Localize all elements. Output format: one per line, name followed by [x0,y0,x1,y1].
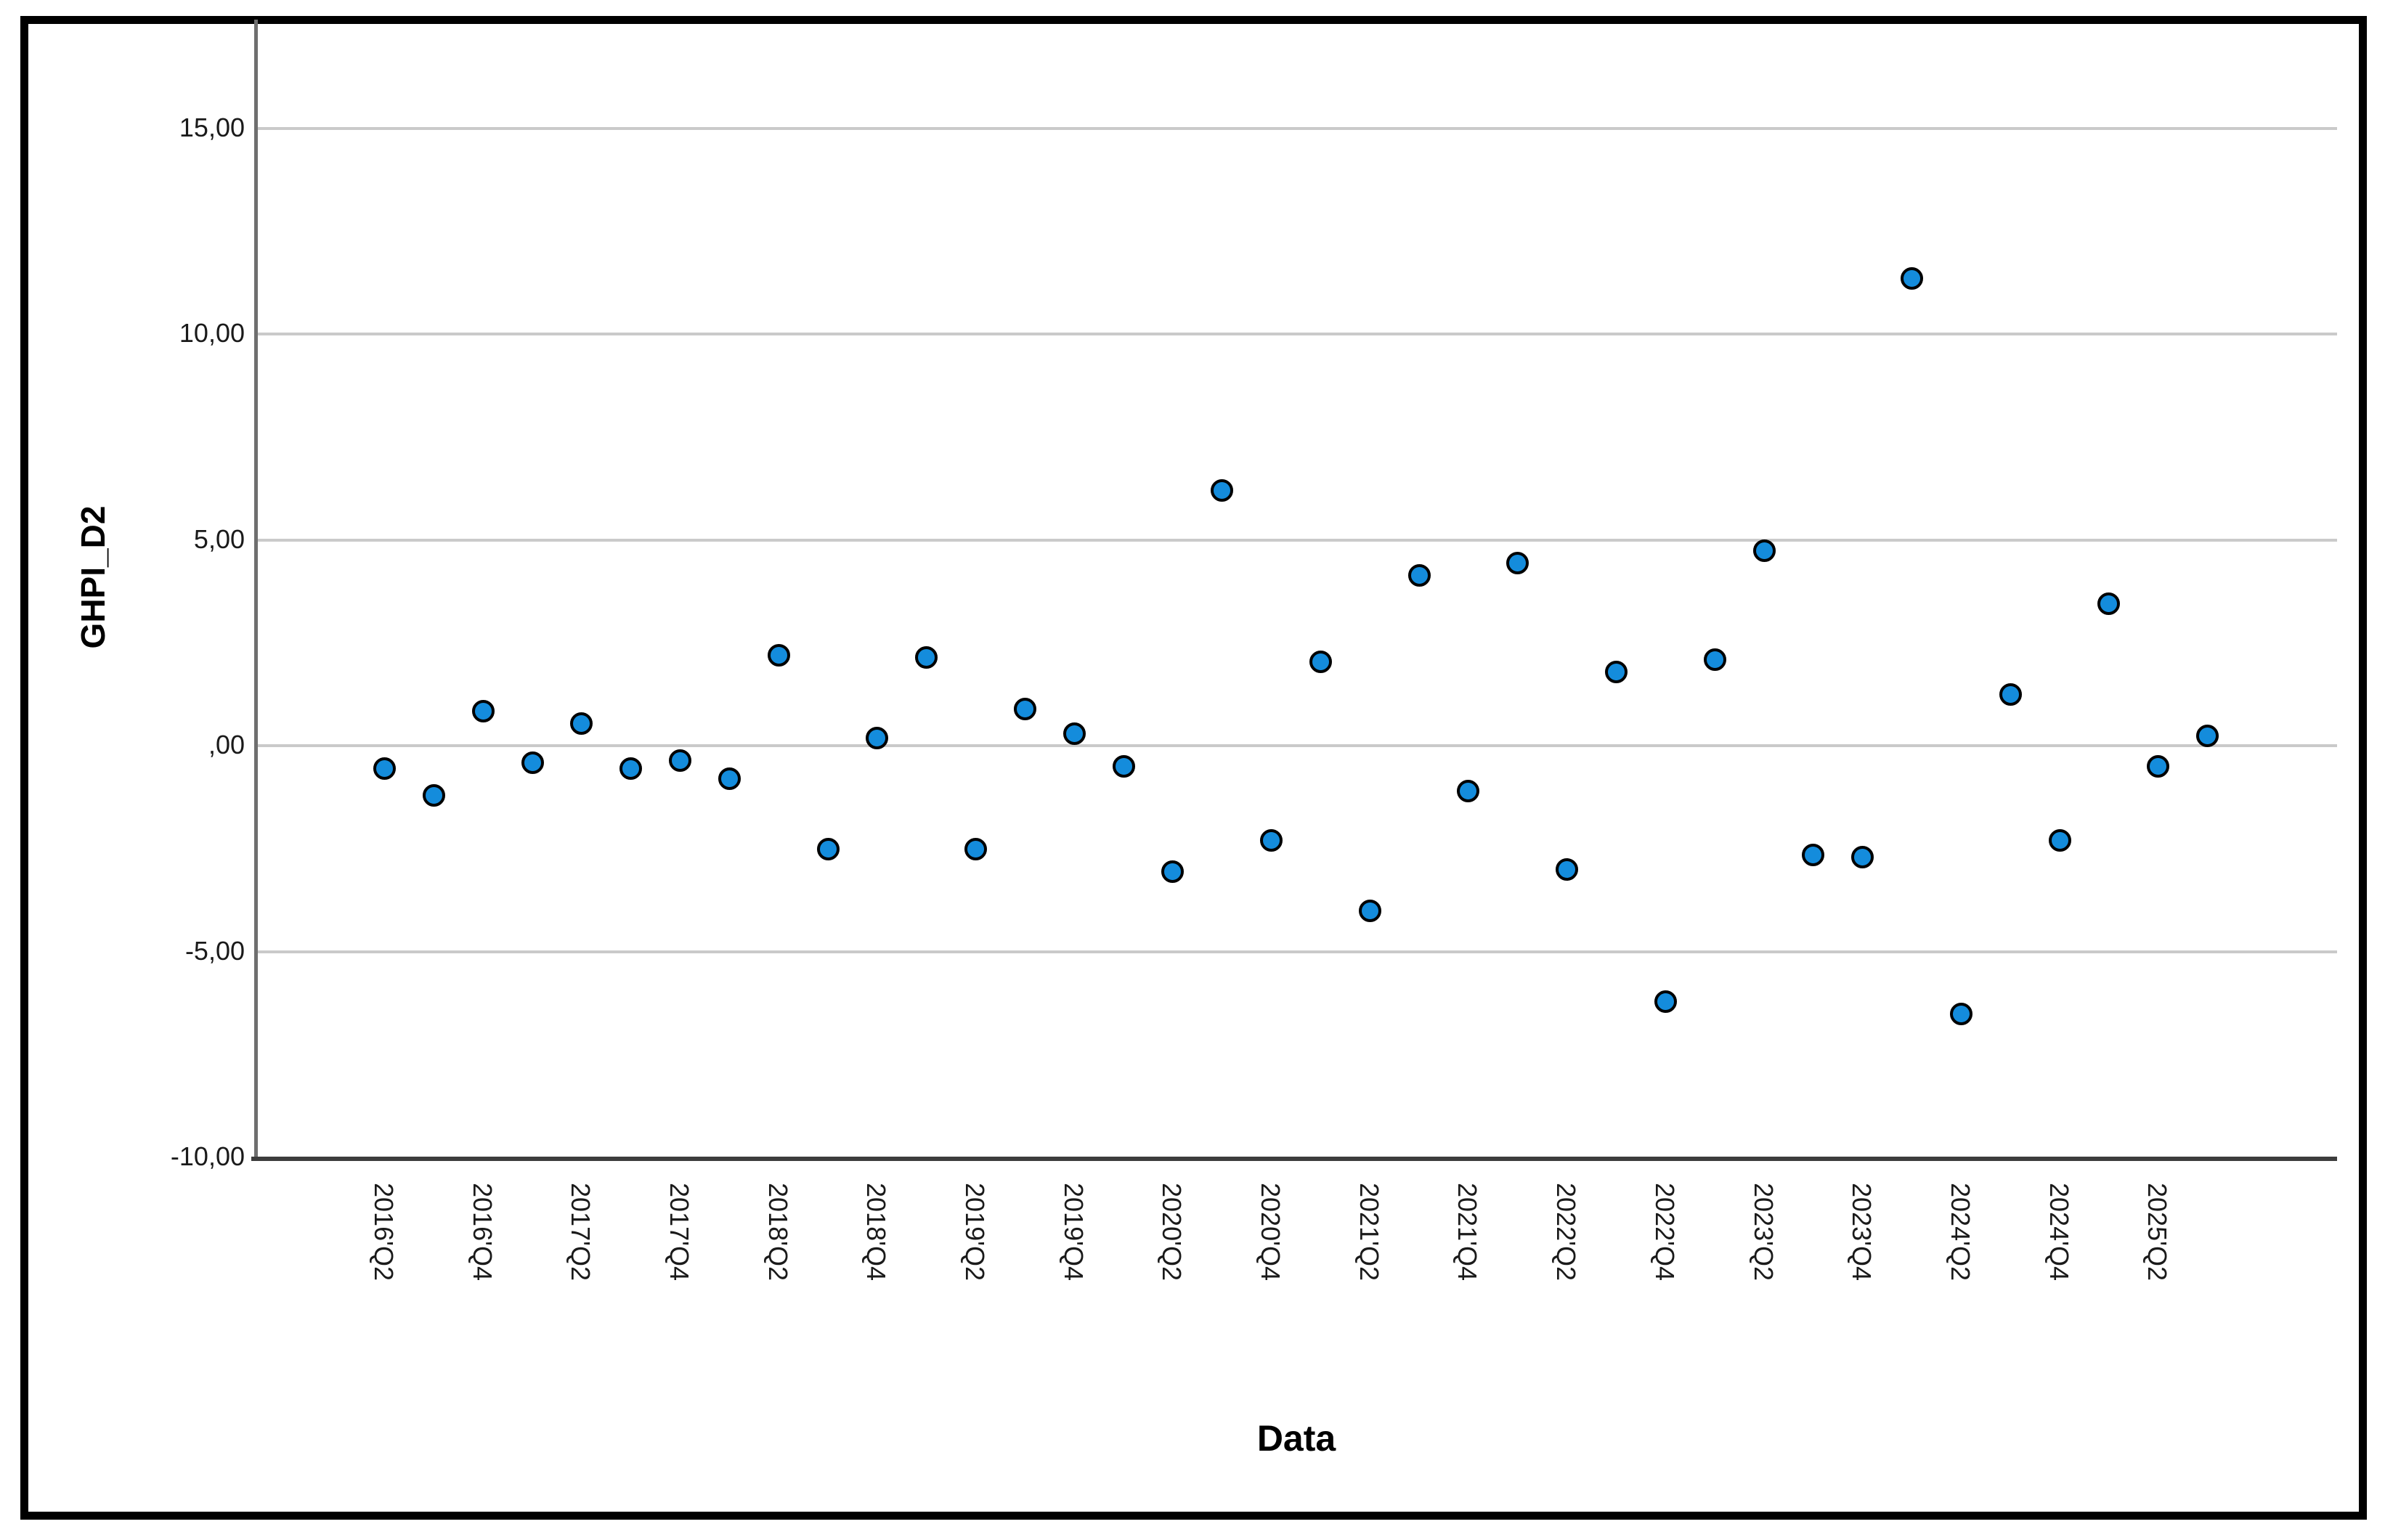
gridline [256,950,2337,953]
x-tick-label: 2020'Q2 [1157,1183,1187,1281]
data-point [718,767,741,791]
x-tick-label: 2021'Q2 [1354,1183,1384,1281]
data-point [2097,592,2121,616]
data-point [1654,990,1677,1013]
data-point [1999,683,2022,706]
x-tick-label: 2017'Q2 [566,1183,596,1281]
y-tick-label: 15,00 [179,112,245,142]
x-tick-label: 2024'Q2 [1945,1183,1975,1281]
data-point [422,784,445,807]
data-point [1506,551,1529,574]
data-point [1949,1002,1972,1025]
data-point [964,837,988,860]
y-axis-title: GHPI_D2 [74,505,112,649]
y-axis-line [254,20,258,1161]
x-tick-label: 2016'Q2 [369,1183,399,1281]
data-point [1211,479,1234,502]
x-tick-label: 2024'Q4 [2044,1183,2074,1281]
gridline [256,744,2337,747]
data-point [471,699,495,722]
data-point [2196,724,2219,747]
y-tick-label: -10,00 [170,1141,245,1171]
data-point [1161,860,1185,883]
data-point [619,757,643,781]
x-tick-label: 2016'Q4 [467,1183,497,1281]
x-tick-label: 2025'Q2 [2142,1183,2173,1281]
x-tick-label: 2022'Q4 [1649,1183,1680,1281]
data-point [915,646,938,669]
y-tick-label: ,00 [208,730,245,759]
x-tick-label: 2023'Q4 [1847,1183,1877,1281]
gridline [256,126,2337,130]
x-axis-line [251,1157,2337,1161]
x-tick-label: 2023'Q2 [1748,1183,1779,1281]
gridline [256,538,2337,542]
data-point [1358,899,1381,922]
figure-border [20,16,2367,1520]
data-point [1851,846,1874,869]
data-point [816,837,840,860]
x-tick-label: 2019'Q2 [960,1183,991,1281]
x-tick-label: 2018'Q4 [861,1183,892,1281]
x-tick-label: 2018'Q2 [763,1183,793,1281]
x-tick-label: 2017'Q4 [665,1183,695,1281]
data-point [2048,829,2071,852]
data-point [1309,650,1332,673]
x-tick-label: 2022'Q2 [1551,1183,1582,1281]
data-point [1457,780,1480,803]
data-point [521,751,544,774]
y-tick-label: -5,00 [184,935,245,966]
data-point [1901,267,1924,290]
data-point [570,712,593,735]
data-point [2147,755,2170,778]
data-point [767,644,790,667]
x-tick-label: 2019'Q4 [1058,1183,1089,1281]
y-tick-label: 5,00 [193,523,245,554]
x-axis-title: Data [1256,1418,1336,1459]
x-tick-label: 2021'Q4 [1452,1183,1483,1281]
data-point [1260,829,1283,852]
data-point [1013,697,1036,720]
data-point [866,726,889,749]
data-point [1605,660,1628,683]
x-tick-label: 2020'Q4 [1256,1183,1286,1281]
data-point [1063,722,1086,745]
data-point [1752,539,1776,562]
data-point [669,749,692,772]
gridline [256,333,2337,335]
data-point [1802,844,1825,867]
data-point [373,757,396,781]
data-point [1556,858,1579,881]
y-tick-label: 10,00 [179,318,245,348]
data-point [1703,648,1726,671]
data-point [1112,755,1135,778]
data-point [1407,563,1431,587]
